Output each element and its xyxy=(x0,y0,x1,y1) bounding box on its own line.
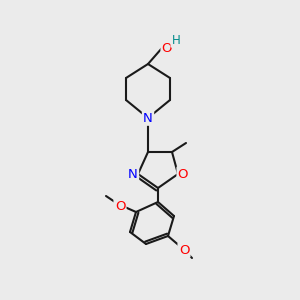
Text: N: N xyxy=(143,112,153,124)
Text: N: N xyxy=(128,167,138,181)
Text: H: H xyxy=(172,34,180,46)
Text: O: O xyxy=(162,41,172,55)
Text: O: O xyxy=(115,200,125,212)
Text: O: O xyxy=(178,167,188,181)
Text: O: O xyxy=(179,244,189,256)
